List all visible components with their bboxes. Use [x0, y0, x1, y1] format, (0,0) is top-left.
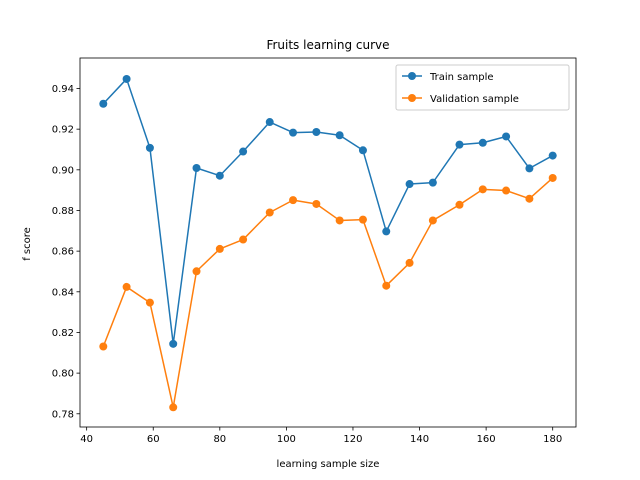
x-tick-label: 120 — [343, 434, 362, 445]
series-1-point — [289, 128, 298, 137]
series-2-point — [335, 216, 344, 225]
axes-frame — [79, 57, 577, 428]
x-tick-label: 100 — [277, 434, 296, 445]
series-1-point — [169, 339, 178, 348]
series-2-point — [312, 199, 321, 208]
series-1-point — [335, 131, 344, 140]
series-2-point — [548, 173, 557, 182]
series-1-point — [358, 146, 367, 155]
series-1-point — [192, 163, 201, 172]
series-1-point — [525, 164, 534, 173]
legend-frame — [395, 64, 570, 111]
series-1-point — [99, 99, 108, 108]
series-2-point — [215, 244, 224, 253]
series-2-point — [289, 196, 298, 205]
x-tick-label: 180 — [543, 434, 562, 445]
x-axis-label: learning sample size — [277, 459, 380, 470]
series-2-point — [382, 281, 391, 290]
y-tick-label: 0.94 — [52, 84, 74, 95]
y-axis-label: f score — [22, 227, 33, 261]
series-1-point — [405, 180, 414, 189]
series-2-point — [502, 186, 511, 195]
y-tick-label: 0.78 — [52, 409, 74, 420]
series-1-point — [122, 74, 131, 83]
series-1-point — [455, 140, 464, 149]
series-2-point — [99, 342, 108, 351]
plot-area: 40 60 80 100 120 140 160 180 0.78 0.80 0.82 0.84 0.8… — [52, 57, 577, 445]
legend-marker-2 — [408, 94, 416, 102]
series-2-point — [405, 258, 414, 267]
chart-title: Fruits learning curve — [266, 38, 389, 52]
series-2-point — [525, 194, 534, 203]
y-tick-label: 0.82 — [52, 328, 74, 339]
legend-label-2: Validation sample — [430, 94, 519, 105]
series-2-point — [265, 208, 274, 217]
series-2-point — [478, 185, 487, 194]
series-1-point — [382, 227, 391, 236]
series-2-point — [428, 216, 437, 225]
legend: Train sample Validation sample — [395, 64, 570, 111]
series-1-point — [312, 128, 321, 136]
legend-label-1: Train sample — [429, 72, 494, 83]
x-tick-label: 40 — [80, 434, 93, 445]
x-tick-label: 160 — [477, 434, 496, 445]
series-1-point — [502, 132, 511, 141]
y-tick-label: 0.92 — [52, 125, 74, 136]
y-tick-label: 0.88 — [52, 206, 74, 217]
series-1-point — [478, 138, 487, 147]
series-2-point — [192, 267, 201, 276]
series-2-point — [145, 298, 154, 307]
y-tick-label: 0.80 — [52, 369, 74, 380]
series-2-point — [455, 200, 464, 209]
series-1-point — [265, 118, 274, 127]
series-2-point — [169, 403, 178, 412]
series-2-point — [122, 282, 131, 291]
x-tick-label: 140 — [410, 434, 429, 445]
y-tick-label: 0.90 — [52, 165, 74, 176]
series-1-point — [145, 143, 154, 152]
series-2-point — [358, 215, 367, 224]
x-tick-label: 60 — [147, 434, 160, 445]
y-tick-label: 0.84 — [52, 287, 74, 298]
series-line-2 — [102, 177, 554, 409]
series-2-point — [239, 235, 248, 244]
series-1-point — [239, 147, 248, 156]
x-tick-label: 80 — [213, 434, 226, 445]
legend-marker-1 — [408, 72, 416, 80]
series-1-point — [215, 171, 224, 180]
series-1-point — [548, 151, 557, 160]
series-1-point — [428, 178, 437, 187]
y-tick-label: 0.86 — [52, 247, 74, 258]
